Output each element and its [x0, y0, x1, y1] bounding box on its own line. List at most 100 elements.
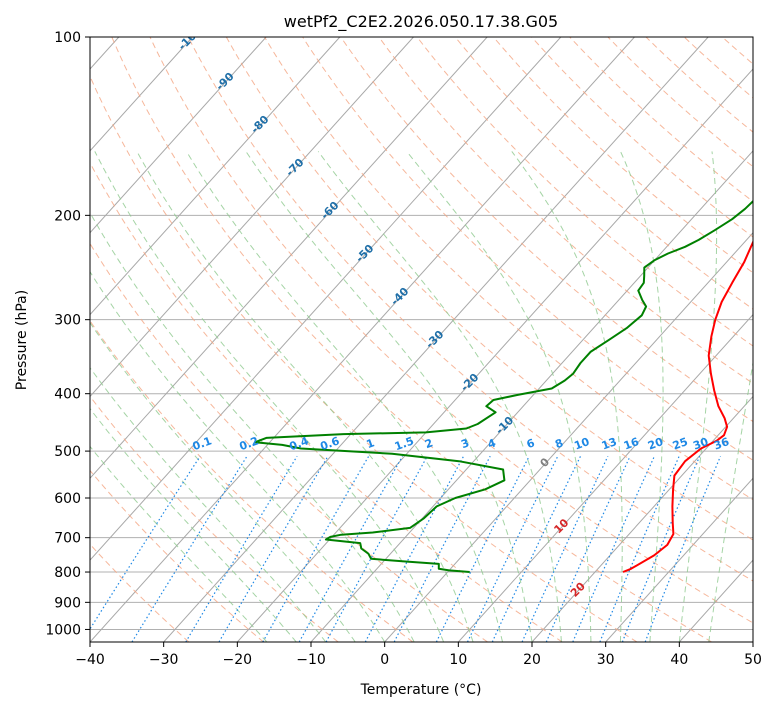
mixing-ratio-line [435, 455, 530, 642]
mixing-ratio-line [393, 455, 491, 642]
mixing-ratio-label: 13 [600, 435, 619, 452]
mixing-ratio-label: 1.5 [393, 434, 416, 453]
dry-adiabat [607, 37, 753, 168]
x-tick-label: −40 [75, 652, 105, 668]
mixing-ratio-label: 20 [646, 435, 665, 453]
x-tick-label: 30 [597, 652, 615, 668]
x-tick-label: −10 [296, 652, 326, 668]
y-tick-label: 700 [54, 531, 81, 547]
profile-layer [254, 199, 753, 573]
moist-adiabat [90, 270, 386, 642]
mixing-ratio-label: 8 [553, 436, 565, 451]
x-tick-label: 20 [523, 652, 541, 668]
moist-adiabat [136, 151, 474, 642]
x-tick-label: −30 [149, 652, 179, 668]
isotherm-line [90, 37, 267, 234]
dewpoint-profile [254, 199, 753, 573]
isotherm-line [90, 37, 635, 642]
line-labels: 0.1 0.2 0.4 0.6 1 1.5 2 3 4 6 8 10 13 16 20 25 30 36-100-… [176, 24, 732, 600]
moist-adiabat [94, 151, 445, 642]
mixing-ratio-line [185, 455, 298, 642]
isotherm-line [384, 231, 753, 642]
moist-adiabat [620, 151, 664, 642]
mixing-ratio-label: 25 [671, 435, 690, 452]
dry-adiabat [111, 37, 712, 642]
y-axis-label: Pressure (hPa) [14, 290, 30, 390]
y-tick-label: 200 [54, 208, 81, 224]
moist-adiabat [317, 151, 562, 642]
isotherm-label: -100 [176, 24, 205, 53]
y-tick-label: 600 [54, 491, 81, 507]
y-tick-label: 300 [54, 313, 81, 329]
background-lines [90, 37, 753, 642]
y-tick-label: 1000 [45, 622, 81, 638]
dry-adiabat [264, 37, 753, 501]
isotherm-line [90, 37, 193, 152]
moist-adiabat [511, 151, 623, 642]
dry-adiabat [683, 37, 753, 99]
x-tick-label: −20 [223, 652, 253, 668]
x-tick-label: 50 [744, 652, 762, 668]
mixing-ratio-label: 0.4 [288, 434, 311, 453]
mixing-ratio-line [131, 455, 248, 642]
isotherm-line [310, 150, 753, 642]
mixing-ratio-line [621, 455, 701, 642]
dry-adiabat [225, 37, 753, 541]
moist-adiabat [678, 151, 718, 642]
dry-adiabat [90, 161, 563, 642]
mixing-ratio-label: 1 [365, 436, 377, 451]
dry-adiabat [340, 37, 753, 423]
axes: −40 −30 −20 −10 0 10 20 30 40 5010020030040050060… [45, 30, 762, 668]
y-tick-label: 400 [54, 387, 81, 403]
grid-layer [90, 37, 753, 642]
moist-adiabat [245, 151, 533, 642]
x-tick-label: 10 [449, 652, 467, 668]
dry-adiabat [187, 37, 753, 582]
mixing-ratio-label: 10 [572, 435, 591, 453]
moist-adiabat [90, 211, 415, 642]
mixing-ratio-line [364, 455, 465, 642]
isotherm-line [678, 559, 753, 642]
mixing-ratio-label: 0.6 [318, 434, 341, 453]
temperature-profile [622, 239, 753, 573]
isotherm-line [531, 395, 753, 642]
dry-adiabat [90, 469, 264, 642]
dry-adiabat [90, 320, 414, 642]
mixing-ratio-line [572, 455, 655, 642]
mixing-ratio-label: 3 [459, 436, 471, 451]
mixing-ratio-label: 16 [622, 435, 641, 453]
mixing-ratio-line [599, 455, 680, 642]
isotherm-line [90, 37, 414, 398]
mixing-ratio-line [325, 455, 428, 642]
mixing-ratio-line [545, 455, 631, 642]
mixing-ratio-line [298, 455, 404, 642]
y-tick-label: 100 [54, 30, 81, 46]
isotherm-line [90, 37, 341, 316]
mixing-ratio-label: 6 [525, 436, 537, 451]
mixing-ratio-line [491, 455, 582, 642]
moist-adiabat [90, 366, 327, 642]
moist-adiabat [708, 359, 753, 642]
moist-adiabat [90, 407, 297, 642]
mixing-ratio-label: 0.1 [191, 434, 214, 453]
y-tick-label: 900 [54, 595, 81, 611]
chart-title: wetPf2_C2E2.2026.050.17.38.G05 [284, 12, 558, 32]
mixing-ratio-label: 36 [712, 435, 731, 453]
y-tick-label: 500 [54, 444, 81, 460]
dry-adiabat [90, 242, 488, 642]
mixing-ratio-line [644, 455, 722, 642]
moist-adiabat [186, 151, 503, 642]
mixing-ratio-label: 4 [486, 436, 498, 451]
isotherm-line [605, 477, 753, 642]
dry-adiabat [493, 37, 753, 274]
dry-adiabat [416, 37, 753, 347]
plot-frame [89, 36, 754, 643]
dry-adiabat [378, 37, 753, 384]
y-tick-label: 800 [54, 565, 81, 581]
dry-adiabat [149, 37, 753, 624]
dry-adiabat [90, 395, 339, 642]
mixing-ratio-label: 30 [691, 435, 710, 453]
isotherm-line [752, 641, 753, 642]
mixing-ratio-line [90, 455, 201, 631]
